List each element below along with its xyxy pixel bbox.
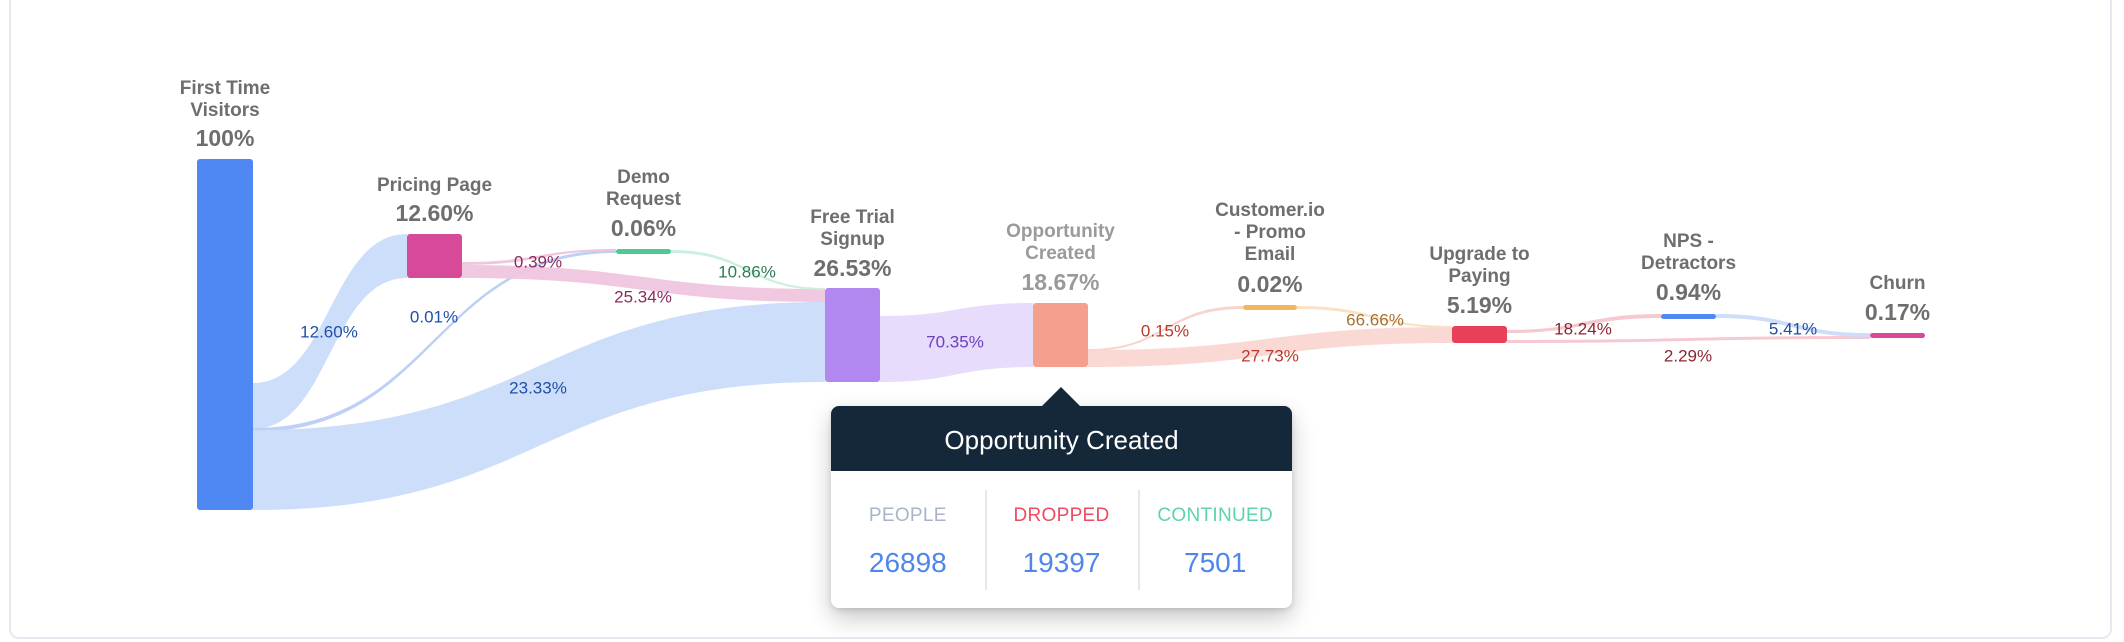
- node-title: Pricing Page: [377, 175, 492, 196]
- node-bar[interactable]: [407, 234, 462, 278]
- tooltip-label: DROPPED: [1013, 505, 1110, 526]
- links-layer: [253, 234, 1870, 510]
- node-bar[interactable]: [197, 159, 253, 510]
- link-value-label: 18.24%: [1554, 319, 1612, 338]
- node-percent: 0.17%: [1865, 299, 1930, 325]
- link-value-label: 10.86%: [718, 262, 776, 281]
- node-percent: 0.94%: [1656, 279, 1721, 305]
- node-percent: 0.06%: [611, 215, 676, 241]
- node-title: Request: [606, 189, 682, 210]
- node-percent: 18.67%: [1021, 269, 1099, 295]
- node-bar[interactable]: [1452, 326, 1507, 343]
- sankey-link-opp-up[interactable]: [1088, 327, 1452, 367]
- sankey-link-nps-churn[interactable]: [1716, 314, 1870, 337]
- tooltip-value: 7501: [1184, 547, 1247, 578]
- node-title: Paying: [1448, 266, 1510, 287]
- link-value-label: 66.66%: [1346, 310, 1404, 329]
- link-value-label: 2.29%: [1664, 346, 1712, 365]
- link-value-label: 0.01%: [410, 307, 458, 326]
- link-value-label: 27.73%: [1241, 346, 1299, 365]
- node-title: Churn: [1870, 273, 1926, 294]
- sankey-link-demo-trial[interactable]: [671, 250, 825, 290]
- tooltip-value: 19397: [1022, 547, 1101, 578]
- node-title: Detractors: [1641, 253, 1736, 274]
- node-bar[interactable]: [1870, 333, 1925, 338]
- node-title: Opportunity: [1006, 221, 1115, 242]
- sankey-link-ftv-price[interactable]: [253, 234, 407, 429]
- link-value-label: 25.34%: [614, 287, 672, 306]
- node-title: NPS -: [1663, 231, 1714, 252]
- tooltip-column-dropped: DROPPED 19397: [984, 471, 1139, 608]
- node-percent: 0.02%: [1237, 271, 1302, 297]
- sankey-link-price-demo[interactable]: [462, 249, 616, 265]
- sankey-link-up-churn[interactable]: [1507, 336, 1870, 343]
- node-bar[interactable]: [1033, 303, 1088, 367]
- node-title: Visitors: [190, 100, 259, 121]
- node-title: - Promo: [1234, 222, 1306, 243]
- node-tooltip: Opportunity Created PEOPLE 26898 DROPPED…: [831, 387, 1292, 608]
- link-labels-layer: 12.60% 0.01% 23.33% 0.39% 25.34% 10.86% 70.35%…: [300, 252, 1817, 397]
- sankey-link-opp-cio[interactable]: [1088, 306, 1243, 351]
- tooltip-value: 26898: [868, 547, 947, 578]
- node-percent: 100%: [196, 125, 255, 151]
- node-title: Customer.io: [1215, 200, 1325, 221]
- node-title: Created: [1025, 243, 1096, 264]
- tooltip-arrow: [1042, 387, 1080, 406]
- node-percent: 12.60%: [395, 200, 473, 226]
- tooltip-title: Opportunity Created: [831, 406, 1292, 471]
- sankey-node-churn[interactable]: Churn 0.17%: [1865, 273, 1930, 338]
- tooltip-body: PEOPLE 26898 DROPPED 19397 CONTINUED 750…: [831, 471, 1292, 608]
- tooltip-column-people: PEOPLE 26898: [831, 471, 985, 608]
- sankey-node-nps[interactable]: NPS -Detractors 0.94%: [1641, 231, 1736, 319]
- tooltip-column-continued: CONTINUED 7501: [1138, 471, 1292, 608]
- link-value-label: 5.41%: [1769, 319, 1817, 338]
- node-title: Demo: [617, 167, 670, 188]
- sankey-link-up-nps[interactable]: [1507, 314, 1661, 333]
- node-bar[interactable]: [1661, 314, 1716, 319]
- link-value-label: 70.35%: [926, 332, 984, 351]
- node-bar[interactable]: [616, 249, 671, 254]
- sankey-node-price[interactable]: Pricing Page 12.60%: [377, 175, 492, 278]
- tooltip-label: PEOPLE: [868, 505, 947, 526]
- link-value-label: 23.33%: [509, 378, 567, 397]
- tooltip-label: CONTINUED: [1157, 505, 1273, 526]
- sankey-link-price-trial[interactable]: [462, 265, 825, 302]
- sankey-link-ftv-trial[interactable]: [253, 302, 825, 510]
- node-percent: 26.53%: [813, 255, 891, 281]
- sankey-link-ftv-demo[interactable]: [253, 250, 616, 432]
- node-title: Upgrade to: [1429, 244, 1529, 265]
- node-title: Free Trial: [810, 207, 895, 228]
- node-bar[interactable]: [1243, 305, 1297, 310]
- node-title: First Time: [180, 78, 270, 99]
- node-title: Signup: [820, 229, 884, 250]
- sankey-link-cio-up[interactable]: [1297, 306, 1452, 328]
- node-bar[interactable]: [825, 288, 880, 382]
- node-title: Email: [1245, 244, 1296, 265]
- link-value-label: 12.60%: [300, 322, 358, 341]
- sankey-link-trial-opp[interactable]: [880, 303, 1033, 382]
- link-value-label: 0.39%: [514, 252, 562, 271]
- link-value-label: 0.15%: [1141, 321, 1189, 340]
- node-percent: 5.19%: [1447, 292, 1512, 318]
